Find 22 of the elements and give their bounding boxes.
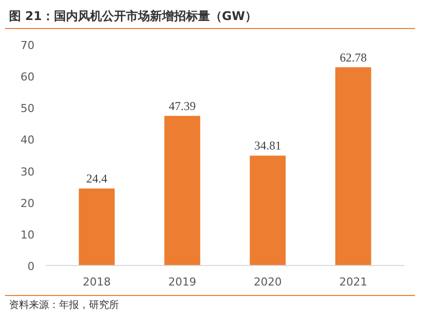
chart-title: 图 21：国内风机公开市场新增招标量（GW） (9, 8, 257, 25)
bar (78, 188, 115, 266)
x-tick-label: 2018 (82, 276, 111, 288)
y-tick-label: 30 (20, 165, 35, 178)
data-label: 62.78 (340, 50, 367, 64)
data-label: 24.4 (86, 171, 108, 186)
bar (335, 67, 372, 266)
x-tick-label: 2019 (168, 276, 196, 288)
data-label: 34.81 (254, 138, 282, 153)
y-tick-label: 0 (28, 260, 34, 273)
bar (250, 156, 286, 266)
x-tick-label: 2021 (339, 276, 368, 288)
data-label: 47.39 (168, 98, 196, 113)
y-tick-label: 50 (20, 102, 35, 116)
y-tick-label: 10 (20, 228, 35, 242)
y-tick-label: 70 (20, 39, 35, 52)
text: 资料来源：年报，研究所 (9, 299, 119, 313)
y-tick-label: 20 (20, 196, 35, 210)
x-tick-label: 2020 (254, 276, 282, 288)
y-tick-label: 60 (20, 70, 35, 84)
bar (164, 116, 200, 266)
y-tick-label: 40 (20, 134, 35, 147)
